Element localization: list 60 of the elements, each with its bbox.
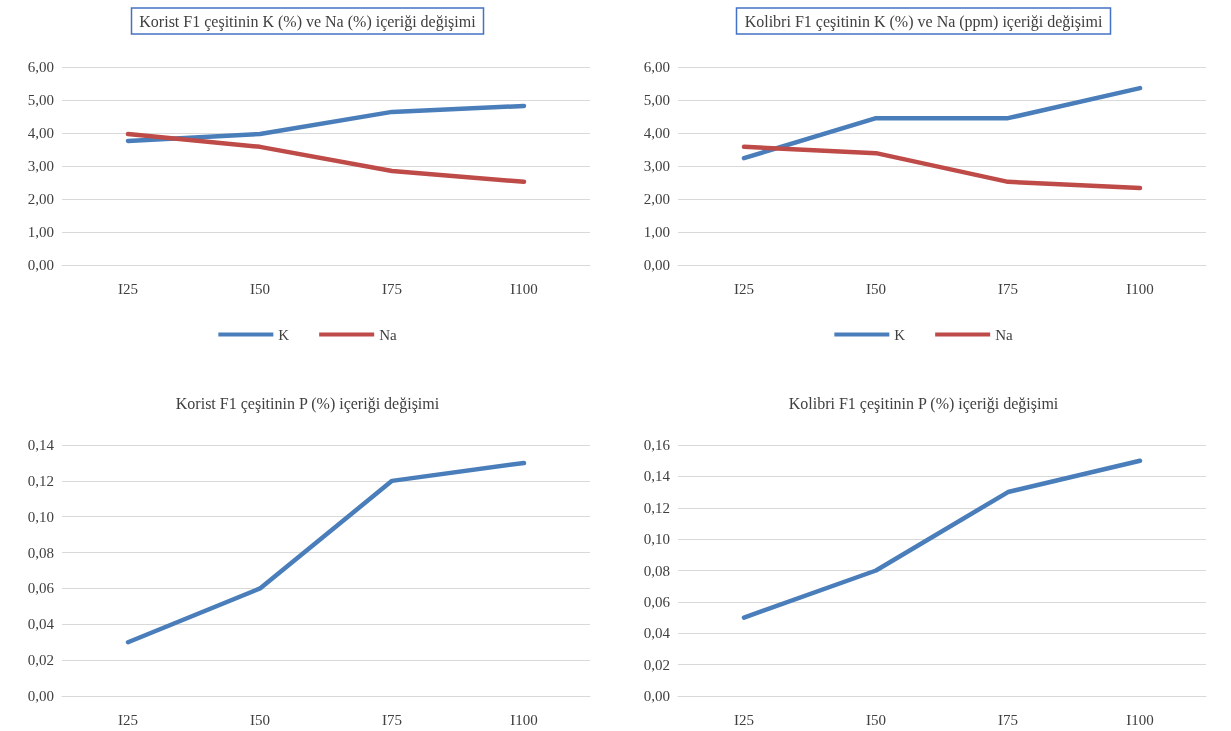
y-tick-label: 1,00 [27,224,54,240]
y-tick-label: 0,08 [27,544,54,561]
x-tick-label: I50 [250,280,270,297]
x-tick-label: I25 [734,280,754,297]
x-tick-label: I100 [510,711,538,728]
y-tick-label: 0,00 [643,257,670,273]
line-series [125,103,527,144]
x-tick-label: I100 [1126,711,1154,728]
y-tick-label: 5,00 [643,92,670,108]
y-tick-label: 0,06 [27,580,55,597]
y-tick-label: 0,00 [27,688,54,704]
chart-title: Kolibri F1 çeşitinin P (%) içeriği değişimi [788,394,1059,413]
y-tick-label: 6,00 [27,59,54,75]
legend-label: Na [995,326,1013,343]
y-tick-label: 0,16 [643,437,671,453]
y-tick-label: 0,14 [27,437,55,453]
legend-label: K [894,326,906,343]
line-series [741,458,1143,620]
chart-title: Korist F1 çeşitinin P (%) içeriği değişimi [175,394,440,413]
x-tick-label: I100 [1126,280,1154,297]
y-tick-label: 3,00 [643,158,670,174]
chart-title: Korist F1 çeşitinin K (%) ve Na (%) içeriği değişimi [139,12,477,31]
y-tick-label: 0,08 [643,562,670,579]
y-tick-label: 0,10 [27,508,54,525]
y-tick-label: 0,14 [643,468,671,485]
legend-label: K [278,326,290,343]
y-tick-label: 0,00 [27,257,54,273]
y-tick-label: 0,10 [643,531,670,548]
y-tick-label: 4,00 [27,125,54,141]
line-series [125,131,527,185]
y-tick-label: 5,00 [27,92,54,108]
x-tick-label: I75 [382,711,402,728]
line-series [125,460,527,645]
y-tick-label: 6,00 [643,59,670,75]
y-tick-label: 0,00 [643,688,670,704]
x-tick-label: I100 [510,280,538,297]
x-tick-label: I50 [250,711,270,728]
y-tick-label: 0,02 [27,652,54,669]
y-tick-label: 0,06 [643,593,671,610]
x-tick-label: I25 [118,711,138,728]
x-tick-label: I50 [866,280,886,297]
y-tick-label: 4,00 [643,125,670,141]
x-tick-label: I50 [866,711,886,728]
y-tick-label: 0,12 [643,499,670,516]
x-tick-label: I75 [998,280,1018,297]
y-tick-label: 3,00 [27,158,54,174]
y-tick-label: 2,00 [643,191,670,207]
line-series [741,144,1143,191]
x-tick-label: I75 [998,711,1018,728]
y-tick-label: 1,00 [643,224,670,240]
y-tick-label: 0,02 [643,656,670,673]
x-tick-label: I25 [734,711,754,728]
y-tick-label: 0,04 [27,616,55,633]
legend-label: Na [379,326,397,343]
x-tick-label: I25 [118,280,138,297]
chart-title: Kolibri F1 çeşitinin K (%) ve Na (ppm) içeriği değişimi [744,12,1103,31]
y-tick-label: 2,00 [27,191,54,207]
y-tick-label: 0,04 [643,625,671,642]
x-tick-label: I75 [382,280,402,297]
y-tick-label: 0,12 [27,472,54,489]
